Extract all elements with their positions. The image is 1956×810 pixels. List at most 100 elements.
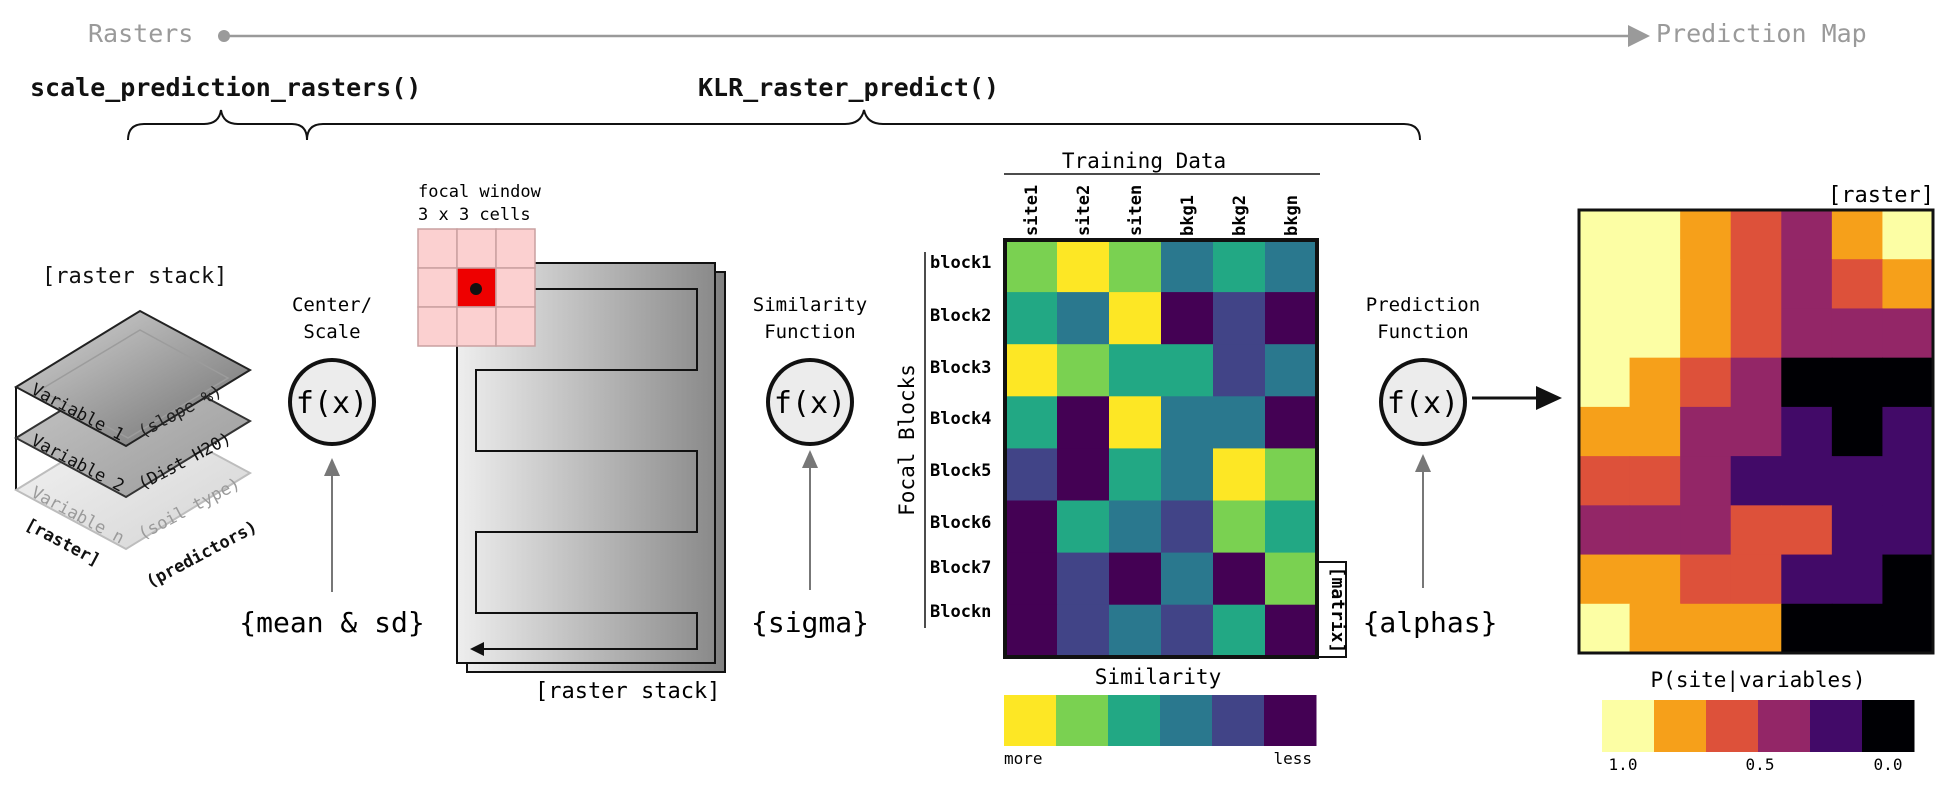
output-raster-cell [1730, 456, 1782, 506]
focal-neighbor-cell [417, 228, 458, 269]
output-raster-cell [1730, 259, 1782, 310]
similarity-legend-swatch [1056, 695, 1109, 746]
scan-arrowhead [470, 642, 484, 656]
matrix-cells [1005, 240, 1318, 658]
output-raster-cell [1680, 603, 1732, 654]
prediction-map-panel: [raster] P(site|variables) 1.0 0.5 0.0 [1577, 183, 1935, 774]
output-raster-cell [1629, 210, 1681, 260]
matrix-cell [1109, 552, 1162, 606]
focal-blocks-axis-label: Focal Blocks [895, 364, 919, 516]
focal-neighbor-cell [495, 306, 536, 347]
similarity-legend-swatch [1004, 695, 1057, 746]
similarity-step: Similarity Function f(x) {sigma} [751, 294, 869, 639]
raster-stack-panel: [raster stack] Variable 1 (slope %) Vari… [13, 264, 261, 592]
output-raster-cell [1680, 308, 1732, 359]
matrix-row-header: Block3 [930, 358, 991, 378]
matrix-cell [1005, 240, 1058, 293]
matrix-cell [1265, 500, 1318, 554]
prediction-map-label: Prediction Map [1656, 19, 1867, 48]
output-raster-cell [1781, 603, 1833, 654]
matrix-side-label: [matrix] [1327, 567, 1348, 654]
matrix-cell [1109, 396, 1162, 449]
output-raster-cell [1730, 406, 1782, 457]
output-raster-cell [1831, 505, 1884, 556]
output-raster-cell [1629, 259, 1681, 310]
matrix-column-header: siten [1126, 185, 1146, 236]
func-scale-prediction-rasters: scale_prediction_rasters() [30, 73, 421, 102]
similarity-label-2: Function [764, 321, 856, 343]
matrix-cell [1161, 292, 1214, 345]
focal-neighbor-cell [495, 228, 536, 269]
timeline-arrowhead [1628, 25, 1650, 47]
output-arrowhead [1536, 386, 1562, 410]
probability-legend-swatch [1862, 700, 1915, 752]
matrix-cell [1213, 344, 1266, 397]
probability-legend-swatch [1706, 700, 1759, 752]
output-raster-cell [1831, 308, 1884, 359]
output-raster-cell [1730, 308, 1782, 359]
output-raster-cell [1730, 357, 1782, 408]
matrix-cell [1161, 448, 1214, 501]
output-raster-cell [1831, 554, 1884, 605]
output-raster-cell [1831, 259, 1884, 310]
raster-layer-1 [13, 309, 253, 448]
focal-scan-path [475, 288, 698, 650]
output-raster-cell [1680, 456, 1732, 506]
output-raster-title: [raster] [1828, 183, 1934, 208]
matrix-row-header: Block6 [930, 513, 991, 533]
output-raster-cell [1781, 357, 1833, 408]
matrix-column-header: bkg2 [1230, 195, 1250, 236]
probability-legend-swatch [1654, 700, 1707, 752]
focal-window-panel: focal window 3 x 3 cells [raster stack] [417, 182, 726, 704]
matrix-column-header: site2 [1074, 185, 1094, 236]
output-raster-cell [1882, 406, 1934, 457]
prediction-function-node [1379, 358, 1467, 446]
output-raster-cell [1629, 308, 1681, 359]
output-raster-cell [1882, 505, 1934, 556]
matrix-cell [1213, 240, 1266, 293]
output-raster-cell [1680, 406, 1732, 457]
output-raster-cell [1831, 603, 1884, 654]
matrix-cell [1265, 604, 1318, 658]
output-raster-border [1577, 208, 1935, 655]
output-raster-cell [1831, 210, 1884, 260]
output-raster-cell [1882, 308, 1934, 359]
output-raster-cell [1882, 259, 1934, 310]
output-raster-cell [1680, 554, 1732, 605]
output-raster-cell [1680, 505, 1732, 556]
matrix-cell [1005, 448, 1058, 501]
focal-neighbor-cell [456, 306, 497, 347]
training-data-title: Training Data [1062, 149, 1226, 173]
matrix-cell [1213, 604, 1266, 658]
matrix-cell [1109, 604, 1162, 658]
matrix-cell [1265, 344, 1318, 397]
matrix-cell [1057, 344, 1110, 397]
output-raster-cell [1579, 505, 1631, 556]
center-scale-step: Center/ Scale f(x) {mean & sd} [239, 294, 424, 639]
matrix-cell [1161, 500, 1214, 554]
raster-layer-1-inner [38, 329, 230, 439]
output-raster-cell [1680, 210, 1732, 260]
output-raster-cell [1730, 210, 1782, 260]
matrix-cell [1265, 552, 1318, 606]
output-raster-cell [1579, 357, 1631, 408]
output-raster-cell [1579, 554, 1631, 605]
similarity-label-1: Similarity [753, 294, 867, 316]
output-raster-cell [1629, 603, 1681, 654]
center-function-node [288, 358, 376, 446]
matrix-cell [1265, 292, 1318, 345]
matrix-cell [1265, 396, 1318, 449]
probability-legend-swatch [1758, 700, 1811, 752]
center-label-1: Center/ [292, 294, 372, 316]
matrix-border [1003, 238, 1319, 659]
similarity-fx: f(x) [774, 386, 846, 421]
focal-window-grid [417, 228, 536, 347]
similarity-function-node [766, 358, 854, 446]
prob-tick-high: 1.0 [1609, 755, 1638, 774]
matrix-cell [1057, 448, 1110, 501]
matrix-row-header: Block4 [930, 409, 991, 429]
matrix-cell [1109, 292, 1162, 345]
pipeline-header: Rasters Prediction Map scale_prediction_… [30, 19, 1867, 141]
probability-legend-title: P(site|variables) [1651, 668, 1866, 693]
matrix-cell [1057, 604, 1110, 658]
